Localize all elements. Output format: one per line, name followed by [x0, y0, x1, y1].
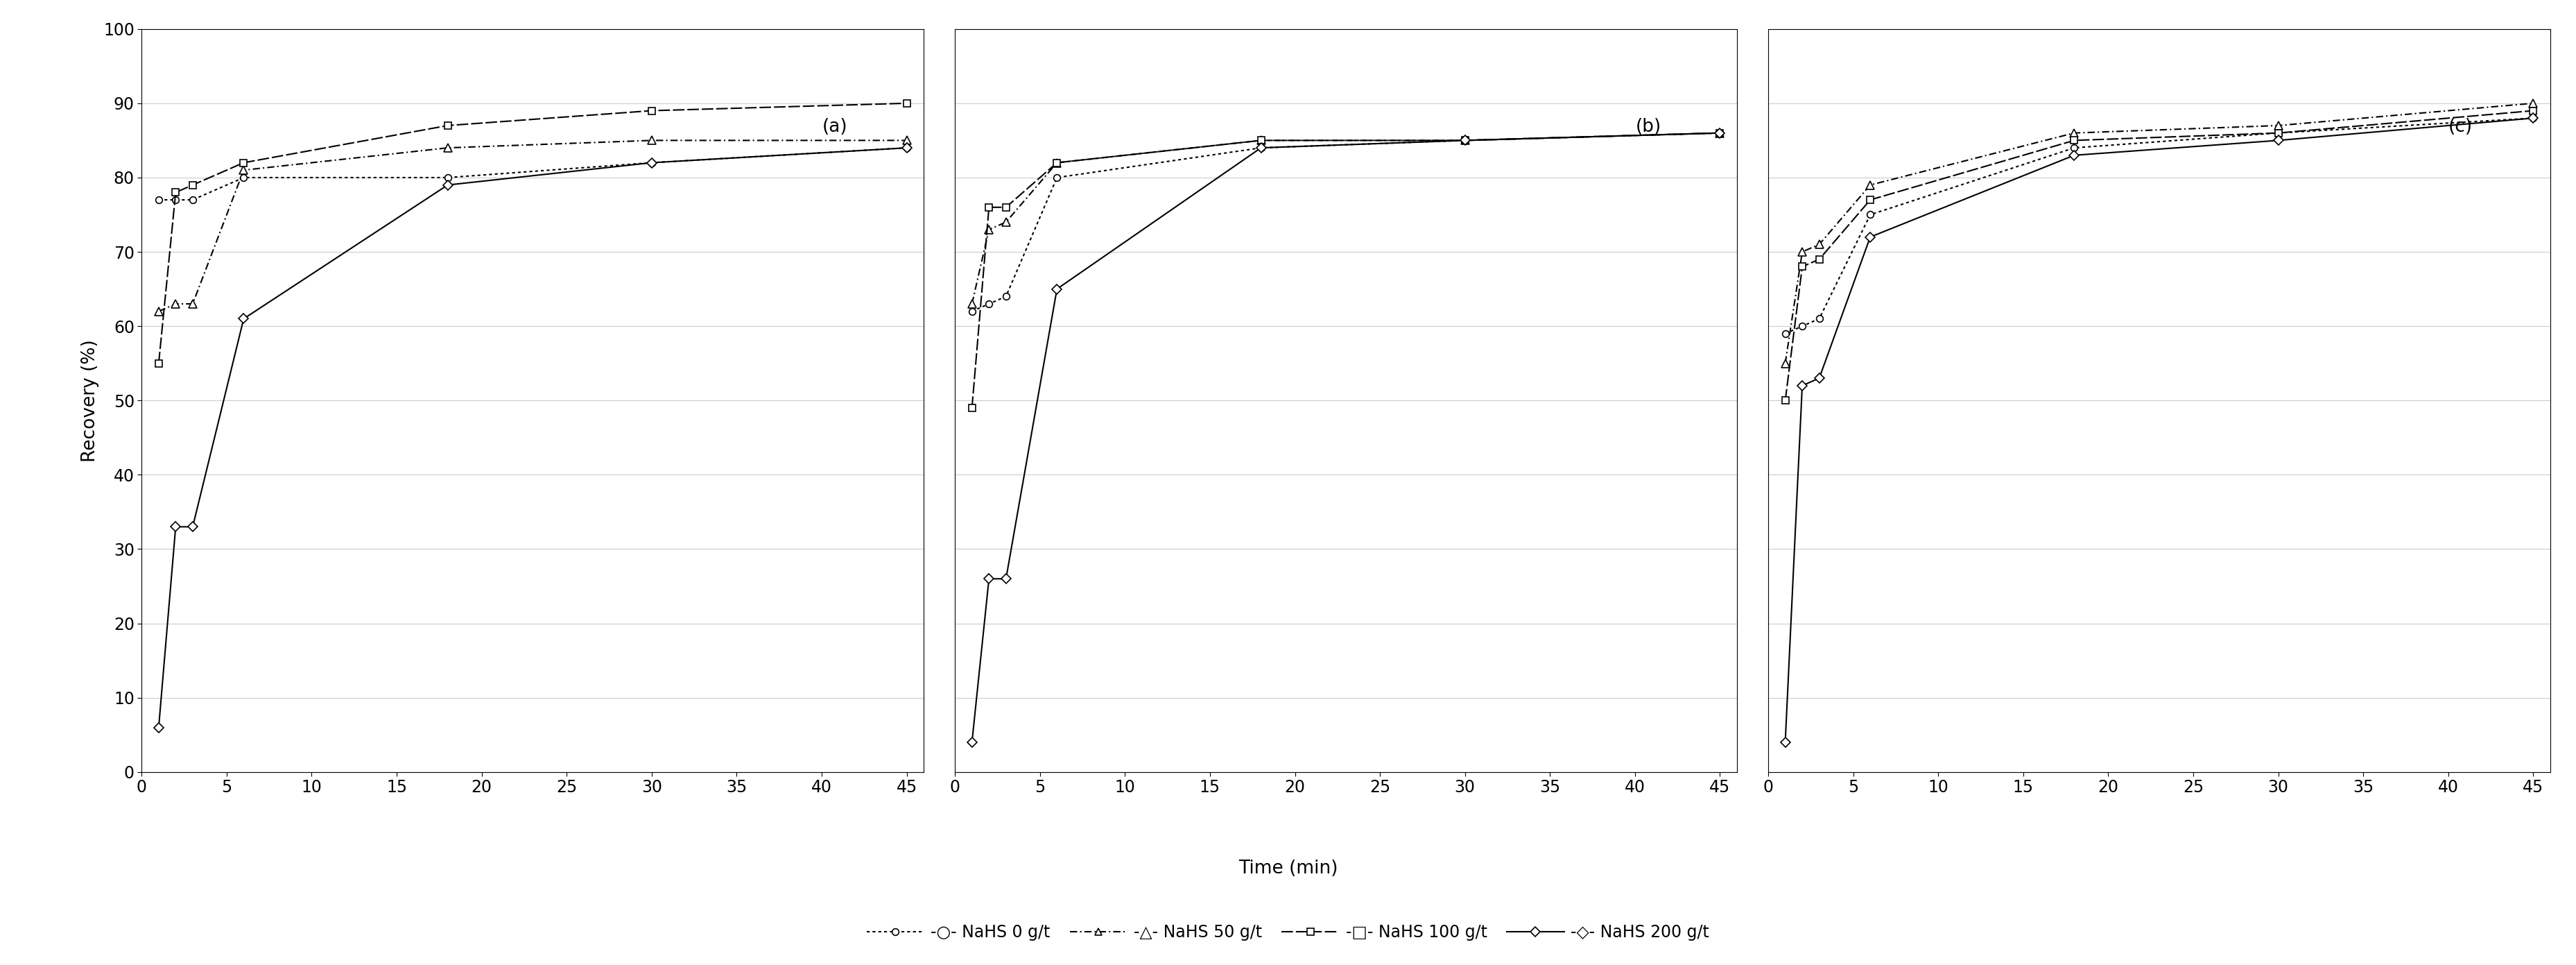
Y-axis label: Recovery (%): Recovery (%) [82, 339, 100, 462]
Legend: -○- NaHS 0 g/t, -△- NaHS 50 g/t, -□- NaHS 100 g/t, -◇- NaHS 200 g/t: -○- NaHS 0 g/t, -△- NaHS 50 g/t, -□- NaH… [860, 918, 1716, 948]
Text: (a): (a) [822, 118, 848, 136]
Text: (b): (b) [1636, 118, 1662, 136]
Text: (c): (c) [2450, 118, 2473, 136]
Text: Time (min): Time (min) [1239, 860, 1337, 877]
